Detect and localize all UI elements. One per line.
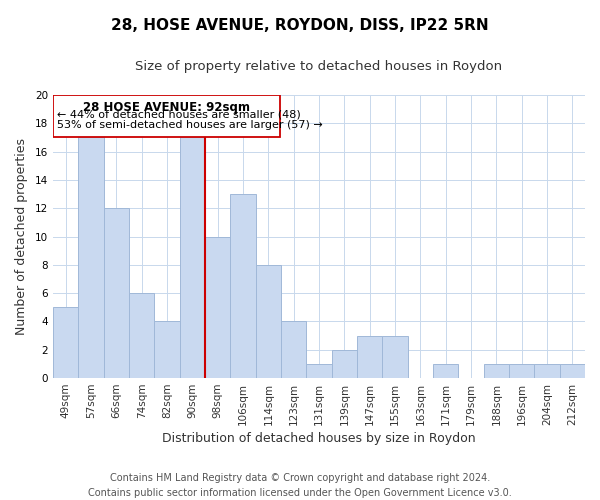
Bar xyxy=(281,322,307,378)
Bar xyxy=(154,322,180,378)
Bar xyxy=(205,236,230,378)
Bar xyxy=(560,364,585,378)
Bar xyxy=(357,336,382,378)
Bar xyxy=(79,138,104,378)
Text: 28, HOSE AVENUE, ROYDON, DISS, IP22 5RN: 28, HOSE AVENUE, ROYDON, DISS, IP22 5RN xyxy=(111,18,489,32)
Bar xyxy=(256,265,281,378)
Bar xyxy=(129,293,154,378)
Bar xyxy=(230,194,256,378)
Text: Contains HM Land Registry data © Crown copyright and database right 2024.
Contai: Contains HM Land Registry data © Crown c… xyxy=(88,472,512,498)
Y-axis label: Number of detached properties: Number of detached properties xyxy=(15,138,28,335)
Text: 28 HOSE AVENUE: 92sqm: 28 HOSE AVENUE: 92sqm xyxy=(83,102,250,114)
Bar xyxy=(53,308,79,378)
Bar xyxy=(535,364,560,378)
Bar xyxy=(382,336,407,378)
Bar xyxy=(104,208,129,378)
Bar xyxy=(484,364,509,378)
X-axis label: Distribution of detached houses by size in Roydon: Distribution of detached houses by size … xyxy=(162,432,476,445)
Bar xyxy=(509,364,535,378)
Text: ← 44% of detached houses are smaller (48): ← 44% of detached houses are smaller (48… xyxy=(57,109,301,119)
Bar xyxy=(307,364,332,378)
Bar xyxy=(433,364,458,378)
Bar xyxy=(180,138,205,378)
FancyBboxPatch shape xyxy=(53,95,280,137)
Text: 53% of semi-detached houses are larger (57) →: 53% of semi-detached houses are larger (… xyxy=(57,120,323,130)
Title: Size of property relative to detached houses in Roydon: Size of property relative to detached ho… xyxy=(136,60,503,73)
Bar xyxy=(332,350,357,378)
